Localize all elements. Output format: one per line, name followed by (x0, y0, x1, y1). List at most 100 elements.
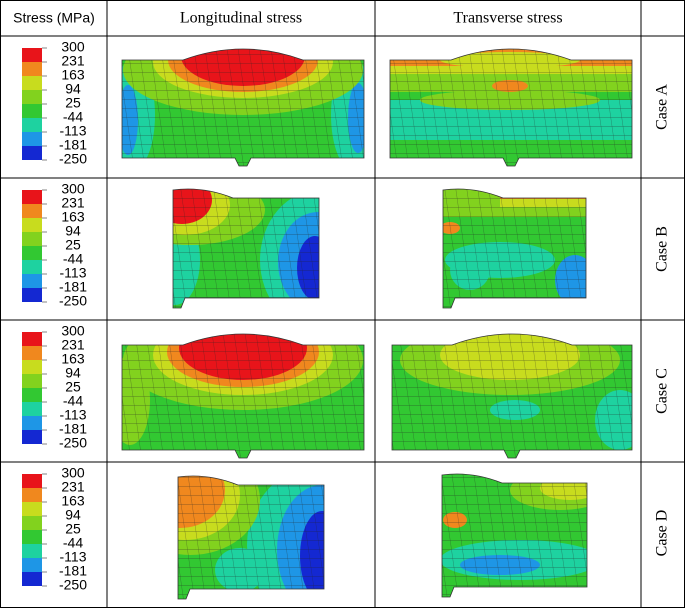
header-cell: Stress (MPa) (13, 10, 95, 26)
legend-swatch (22, 374, 42, 388)
mesh (443, 189, 586, 308)
contour-fill (122, 49, 364, 166)
legend-label: -181 (59, 137, 87, 153)
legend-label: -44 (63, 393, 83, 409)
legend-swatch (22, 218, 42, 232)
mesh (390, 49, 632, 166)
legend-swatch (22, 104, 42, 118)
legend-swatch (22, 232, 42, 246)
legend-label: -250 (59, 151, 87, 167)
legend-label: -113 (60, 407, 87, 423)
contour-plot (442, 188, 587, 309)
case-label: Case B (654, 226, 671, 272)
contour-plot (391, 333, 633, 459)
legend-swatch (22, 544, 42, 558)
contour-plot (121, 333, 365, 459)
legend-swatch (22, 76, 42, 90)
legend-swatch (22, 502, 42, 516)
legend-swatch (22, 62, 42, 76)
legend-swatch (22, 416, 42, 430)
legend-swatch (22, 204, 42, 218)
legend-swatch (22, 48, 42, 62)
legend-label: -250 (59, 435, 87, 451)
legend-label: -113 (60, 123, 87, 139)
case-label: Case A (654, 84, 671, 130)
legend-swatch (22, 260, 42, 274)
legend-swatch (22, 488, 42, 502)
legend-label: 163 (61, 67, 85, 83)
legend-label: 94 (65, 365, 81, 381)
legend-swatch (22, 530, 42, 544)
mesh (392, 334, 632, 458)
legend-swatch (22, 402, 42, 416)
contour-fill (443, 189, 586, 308)
legend-label: 25 (65, 237, 81, 253)
legend-swatch (22, 516, 42, 530)
case-label: Case D (654, 510, 671, 557)
legend-label: 231 (61, 53, 85, 69)
contour-fill (122, 334, 364, 458)
legend-swatch (22, 190, 42, 204)
legend-swatch (22, 118, 42, 132)
legend-label: 300 (61, 465, 85, 481)
contour-plot (441, 473, 588, 598)
legend-label: 94 (65, 81, 81, 97)
legend-label: 300 (61, 323, 85, 339)
outline (391, 333, 633, 459)
outline (121, 48, 365, 167)
contour-plot (177, 475, 325, 600)
legend-swatch (22, 360, 42, 374)
contour-fill (173, 189, 319, 308)
mesh (173, 189, 319, 308)
header-cell: Transverse stress (453, 10, 562, 27)
legend-label: 25 (65, 95, 81, 111)
legend-swatch (22, 274, 42, 288)
legend-swatch (22, 572, 42, 586)
legend-label: -44 (63, 251, 83, 267)
legend-label: -250 (59, 577, 87, 593)
legend-label: -181 (59, 563, 87, 579)
outline (177, 475, 325, 600)
mesh (178, 476, 324, 599)
legend-label: 25 (65, 379, 81, 395)
outline (121, 333, 365, 459)
legend-label: -113 (60, 265, 87, 281)
legend-label: 163 (61, 351, 85, 367)
legend-label: 25 (65, 521, 81, 537)
legend-label: 163 (61, 493, 85, 509)
contour-plot (121, 48, 365, 167)
outline (442, 188, 587, 309)
legend-swatch (22, 430, 42, 444)
outline (441, 473, 588, 598)
legend-label: -44 (63, 535, 83, 551)
legend-swatch (22, 90, 42, 104)
legend-swatch (22, 132, 42, 146)
legend-label: 94 (65, 507, 81, 523)
contour-plot (389, 48, 633, 167)
contour-band (500, 189, 586, 199)
contour-fill (178, 476, 324, 599)
legend-label: 163 (61, 209, 85, 225)
legend-swatch (22, 558, 42, 572)
outline (389, 48, 633, 167)
legend-label: 231 (61, 195, 85, 211)
mesh (442, 474, 587, 597)
legend-swatch (22, 346, 42, 360)
legend-swatch (22, 474, 42, 488)
mesh (122, 49, 364, 166)
legend-label: -181 (59, 421, 87, 437)
legend-label: -44 (63, 109, 83, 125)
mesh (122, 334, 364, 458)
legend-swatch (22, 332, 42, 346)
header-cell: Longitudinal stress (180, 10, 302, 27)
contour-fill (392, 334, 632, 458)
legend-label: 231 (61, 479, 85, 495)
contour-fill (390, 49, 632, 166)
legend-label: 300 (61, 39, 85, 55)
